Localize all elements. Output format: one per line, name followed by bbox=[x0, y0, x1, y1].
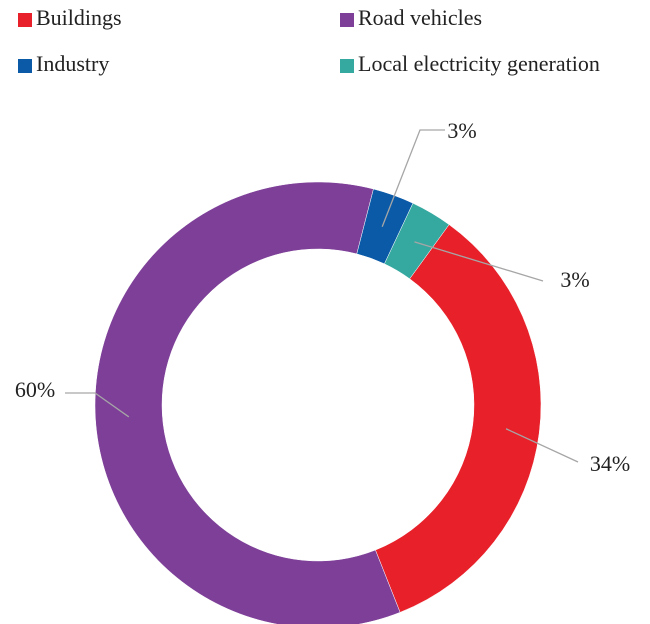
leader-line bbox=[65, 392, 130, 418]
legend-label: Road vehicles bbox=[358, 5, 482, 30]
donut-segment bbox=[384, 202, 450, 280]
leader-line bbox=[505, 428, 579, 463]
leader-line bbox=[414, 241, 544, 282]
donut-segment bbox=[94, 181, 401, 624]
legend-swatch bbox=[18, 13, 32, 27]
legend-swatch bbox=[18, 59, 32, 73]
legend-label: Buildings bbox=[36, 5, 122, 30]
leader-line bbox=[381, 129, 445, 227]
legend-label: Industry bbox=[36, 51, 109, 76]
data-label: 3% bbox=[560, 267, 589, 292]
legend-swatch bbox=[340, 59, 354, 73]
data-label: 3% bbox=[447, 118, 476, 143]
donut-segment bbox=[375, 224, 542, 613]
legend-label: Local electricity generation bbox=[358, 51, 600, 76]
data-label: 60% bbox=[15, 377, 55, 402]
legend-swatch bbox=[340, 13, 354, 27]
data-label: 34% bbox=[590, 451, 630, 476]
